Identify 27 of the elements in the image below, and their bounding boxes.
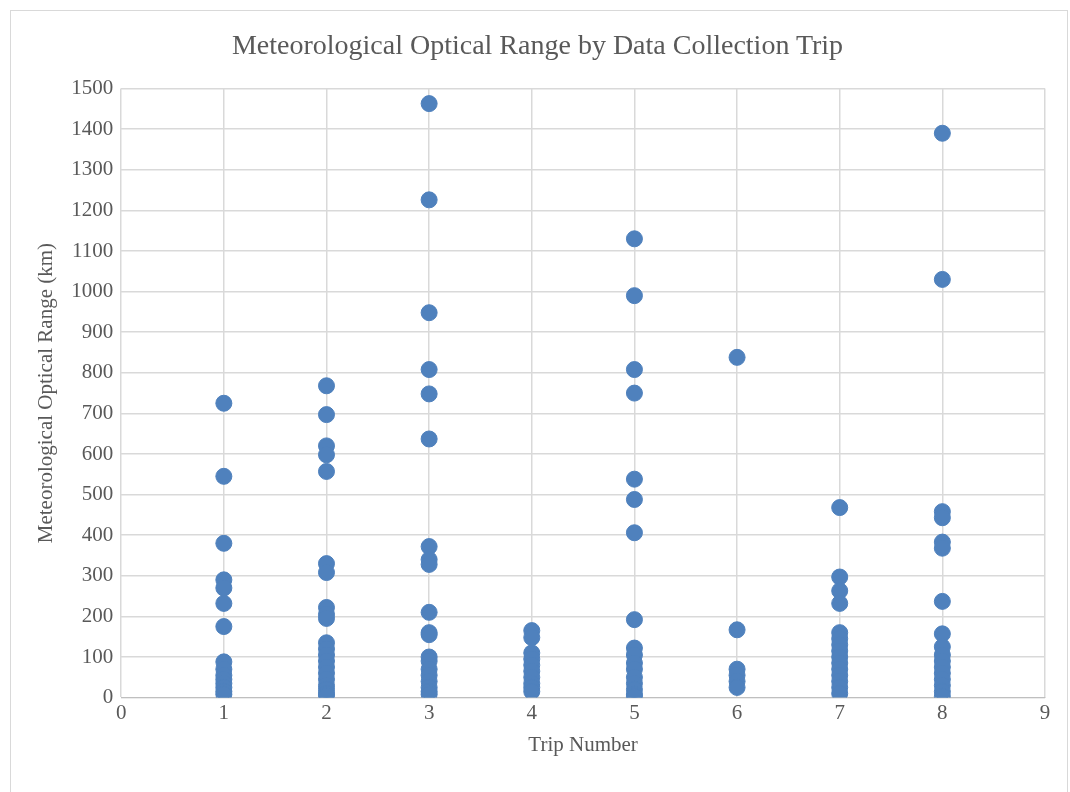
x-tick-label: 7 xyxy=(834,699,845,724)
y-tick-label: 300 xyxy=(81,562,114,587)
y-tick-label: 1400 xyxy=(71,115,114,140)
x-axis-title: Trip Number xyxy=(528,731,638,756)
y-tick-label: 600 xyxy=(81,440,114,465)
y-tick-label: 700 xyxy=(81,399,114,424)
y-tick-label: 1500 xyxy=(71,75,114,100)
y-tick-label: 1300 xyxy=(71,156,114,181)
y-tick-label: 400 xyxy=(81,521,114,546)
x-tick-label: 1 xyxy=(218,699,230,724)
y-tick-label: 1200 xyxy=(71,196,114,221)
y-tick-label: 1100 xyxy=(71,237,114,262)
x-tick-label: 9 xyxy=(1039,699,1051,724)
x-tick-label: 2 xyxy=(321,699,332,724)
x-tick-label: 3 xyxy=(423,699,435,724)
y-tick-label: 900 xyxy=(81,318,114,343)
x-tick-label: 5 xyxy=(629,699,640,724)
chart-title: Meteorological Optical Range by Data Collection Trip xyxy=(231,29,844,61)
y-tick-label: 100 xyxy=(81,643,114,668)
y-tick-label: 200 xyxy=(81,602,114,627)
y-tick-label: 800 xyxy=(81,359,114,384)
y-tick-label: 1000 xyxy=(71,278,114,303)
x-tick-label: 4 xyxy=(526,699,538,724)
x-tick-label: 8 xyxy=(937,699,948,724)
y-tick-label: 500 xyxy=(81,481,114,506)
y-axis-title: Meteorological Optical Range (km) xyxy=(33,242,58,544)
x-tick-label: 6 xyxy=(731,699,743,724)
